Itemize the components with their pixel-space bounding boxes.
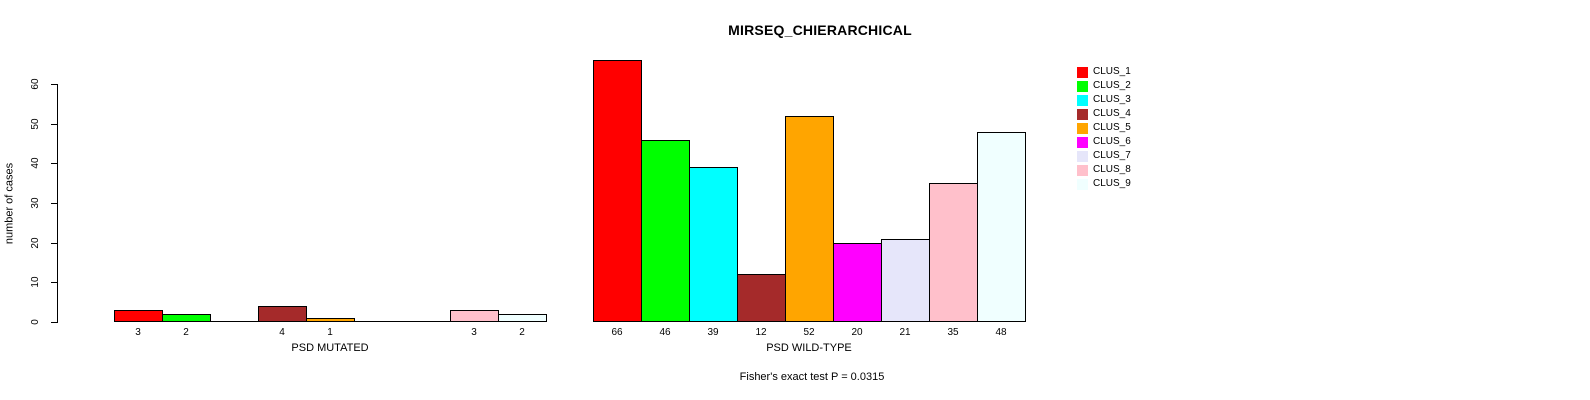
bar-clus_2 <box>641 140 690 322</box>
y-axis-tick-label: 10 <box>30 276 41 288</box>
y-axis-tick-label: 20 <box>30 237 41 249</box>
legend-item-clus_5: CLUS_5 <box>1077 121 1131 135</box>
bar-clus_5 <box>306 318 355 322</box>
y-axis-tick-label: 0 <box>30 319 41 325</box>
y-axis-line <box>57 84 58 323</box>
bar-value-label: 35 <box>947 327 959 338</box>
chart-title: MIRSEQ_CHIERARCHICAL <box>728 22 912 38</box>
bar-clus_8 <box>450 310 499 322</box>
legend-item-label: CLUS_3 <box>1093 94 1131 105</box>
y-axis-tick <box>51 124 57 125</box>
fisher-test-annotation: Fisher's exact test P = 0.0315 <box>739 371 885 383</box>
bar-value-label: 12 <box>755 327 767 338</box>
y-axis-tick-label: 30 <box>30 197 41 209</box>
bar-value-label: 21 <box>899 327 911 338</box>
y-axis-tick <box>51 203 57 204</box>
bar-clus_2 <box>162 314 211 322</box>
legend-color-swatch <box>1077 178 1088 190</box>
bar-value-label: 66 <box>611 327 623 338</box>
bar-value-label: 52 <box>803 327 815 338</box>
bar-value-label: 2 <box>519 327 525 338</box>
legend-item-clus_1: CLUS_1 <box>1077 65 1131 79</box>
legend-color-swatch <box>1077 94 1088 106</box>
x-axis-label-psd-mutated: PSD MUTATED <box>291 342 369 354</box>
y-axis-tick-label: 60 <box>30 78 41 90</box>
legend-color-swatch <box>1077 164 1088 176</box>
y-axis-tick <box>51 84 57 85</box>
legend-color-swatch <box>1077 136 1088 148</box>
bar-clus_9 <box>498 314 547 322</box>
legend-item-label: CLUS_4 <box>1093 108 1131 119</box>
bar-value-label: 2 <box>183 327 189 338</box>
bar-value-label: 3 <box>135 327 141 338</box>
bar-value-label: 46 <box>659 327 671 338</box>
legend-item-clus_6: CLUS_6 <box>1077 135 1131 149</box>
legend-item-clus_7: CLUS_7 <box>1077 149 1131 163</box>
y-axis-title: number of cases <box>3 162 16 245</box>
bar-clus_1 <box>114 310 163 322</box>
y-axis-tick <box>51 282 57 283</box>
bar-clus_7 <box>881 239 930 322</box>
legend-item-label: CLUS_6 <box>1093 136 1131 147</box>
bar-clus_5 <box>785 116 834 322</box>
bar-value-label: 48 <box>995 327 1007 338</box>
legend-item-clus_2: CLUS_2 <box>1077 79 1131 93</box>
legend-item-label: CLUS_9 <box>1093 178 1131 189</box>
y-axis-tick <box>51 163 57 164</box>
bar-clus_8 <box>929 183 978 322</box>
legend-color-swatch <box>1077 80 1088 92</box>
bar-value-label: 1 <box>327 327 333 338</box>
x-axis-label-psd-wild-type: PSD WILD-TYPE <box>766 342 852 354</box>
legend-item-label: CLUS_8 <box>1093 164 1131 175</box>
legend-color-swatch <box>1077 122 1088 134</box>
legend-item-label: CLUS_2 <box>1093 80 1131 91</box>
bar-value-label: 3 <box>471 327 477 338</box>
y-axis-tick <box>51 243 57 244</box>
bar-value-label: 20 <box>851 327 863 338</box>
legend-item-clus_3: CLUS_3 <box>1077 93 1131 107</box>
bar-clus_4 <box>737 274 786 322</box>
legend-color-swatch <box>1077 66 1088 78</box>
y-axis-tick-label: 50 <box>30 118 41 130</box>
bar-value-label: 4 <box>279 327 285 338</box>
legend-item-label: CLUS_5 <box>1093 122 1131 133</box>
legend-item-clus_8: CLUS_8 <box>1077 163 1131 177</box>
bar-clus_9 <box>977 132 1026 322</box>
legend-item-clus_4: CLUS_4 <box>1077 107 1131 121</box>
legend-item-label: CLUS_1 <box>1093 66 1131 77</box>
bar-clus_6 <box>833 243 882 322</box>
bar-clus_4 <box>258 306 307 322</box>
legend: CLUS_1 CLUS_2 CLUS_3 CLUS_4 CLUS_5 CLUS_6 CLUS… <box>1077 65 1131 191</box>
bar-clus_1 <box>593 60 642 322</box>
bar-value-label: 39 <box>707 327 719 338</box>
legend-item-clus_9: CLUS_9 <box>1077 177 1131 191</box>
legend-color-swatch <box>1077 108 1088 120</box>
legend-color-swatch <box>1077 150 1088 162</box>
bar-clus_3 <box>689 167 738 322</box>
y-axis-tick <box>51 322 57 323</box>
legend-item-label: CLUS_7 <box>1093 150 1131 161</box>
y-axis-tick-label: 40 <box>30 157 41 169</box>
